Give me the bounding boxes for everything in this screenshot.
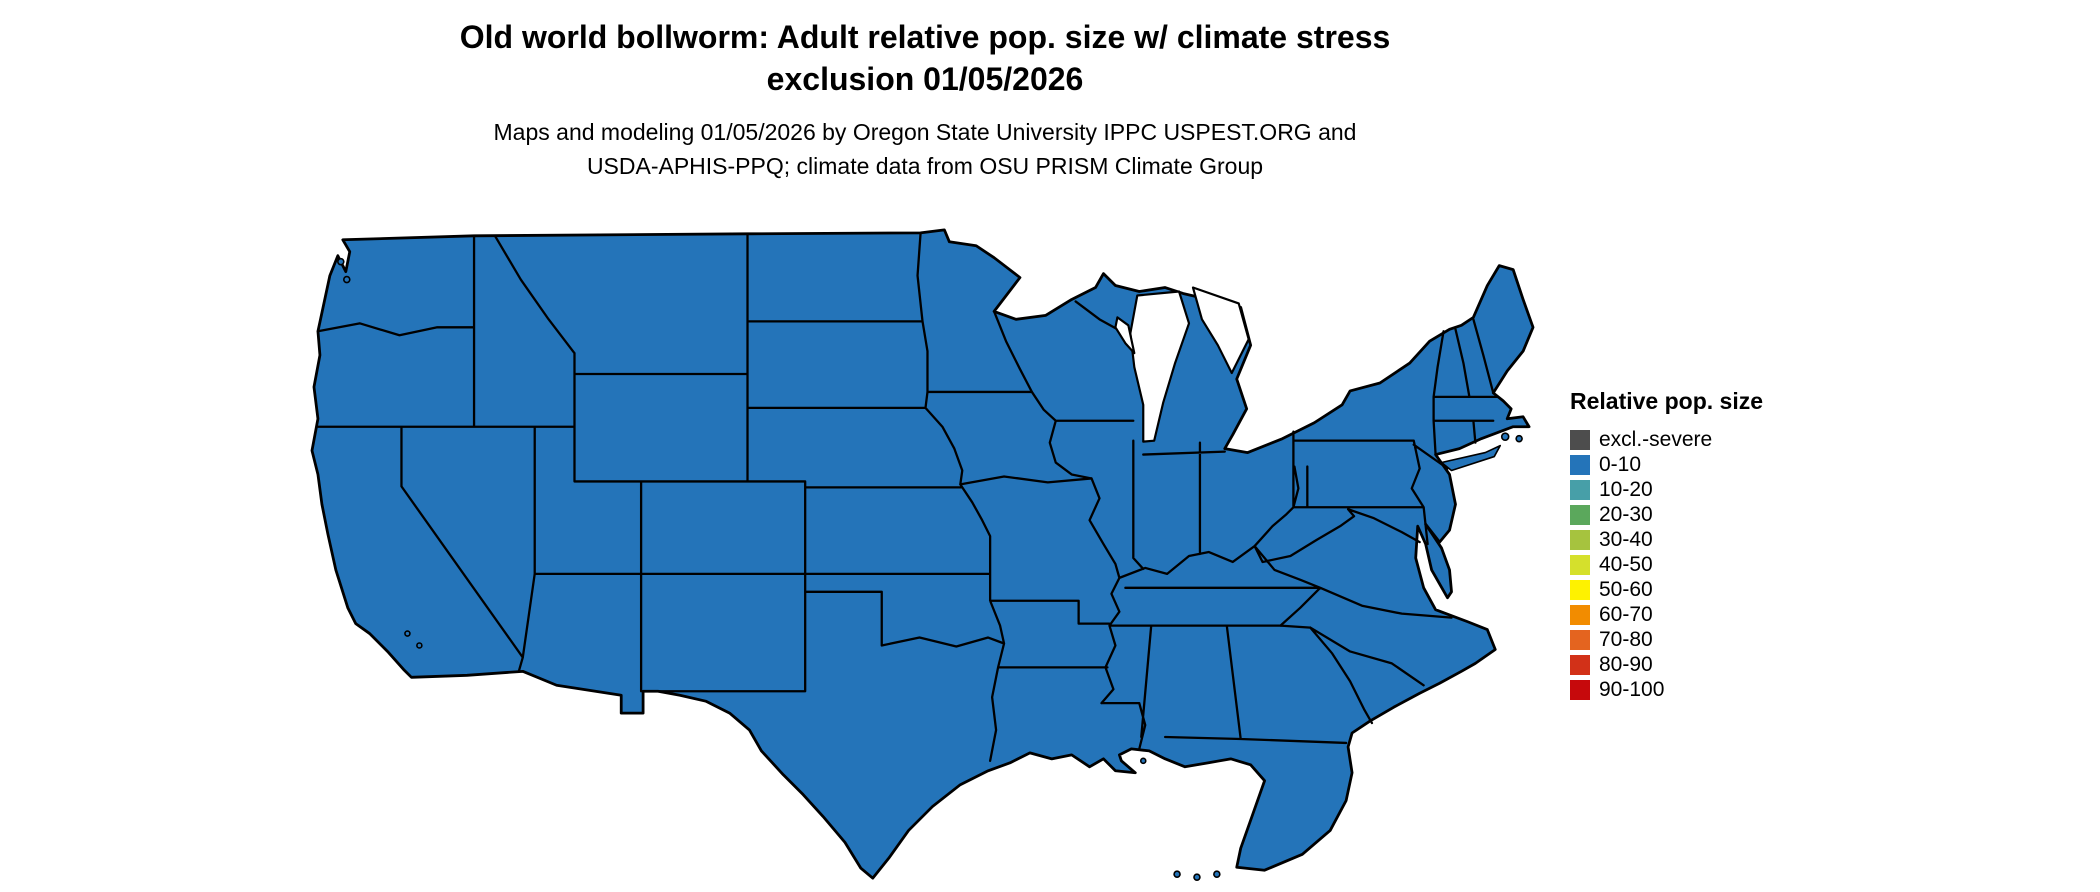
us-choropleth-map: [310, 228, 1535, 881]
us-states-silhouette: [310, 228, 1535, 880]
legend-swatch: [1570, 604, 1590, 625]
puget-island: [337, 257, 345, 266]
legend-item: 30-40: [1570, 527, 1763, 552]
legend-item: 10-20: [1570, 477, 1763, 502]
legend-item-label: 30-40: [1599, 527, 1653, 551]
legend-item: 90-100: [1570, 677, 1763, 702]
legend-item: 50-60: [1570, 577, 1763, 602]
legend-swatch: [1570, 479, 1590, 500]
legend-item-label: excl.-severe: [1599, 427, 1713, 451]
channel-island: [404, 630, 411, 637]
legend-swatch: [1570, 454, 1590, 475]
legend-item: 20-30: [1570, 502, 1763, 527]
legend-item-label: 40-50: [1599, 552, 1653, 576]
legend-item-label: 10-20: [1599, 477, 1653, 501]
legend-items: excl.-severe 0-10 10-20 20-30 30-40 40-50 50-6…: [1570, 427, 1763, 702]
legend-swatch: [1570, 429, 1590, 450]
figure-header: Old world bollworm: Adult relative pop. …: [0, 16, 1850, 183]
state-borders: [316, 232, 1499, 762]
legend-item: excl.-severe: [1570, 427, 1763, 452]
legend-item-label: 80-90: [1599, 652, 1653, 676]
map-subtitle-line1: Maps and modeling 01/05/2026 by Oregon S…: [493, 119, 1357, 146]
channel-island: [416, 642, 423, 649]
legend-item: 0-10: [1570, 452, 1763, 477]
green-bay: [1114, 316, 1136, 355]
legend-item: 40-50: [1570, 552, 1763, 577]
legend-item-label: 70-80: [1599, 627, 1653, 651]
california-channel-islands: [404, 630, 423, 649]
legend-item: 60-70: [1570, 602, 1763, 627]
legend-swatch: [1570, 629, 1590, 650]
louisiana-barrier-island: [1139, 757, 1147, 765]
legend-title: Relative pop. size: [1570, 388, 1764, 414]
legend-swatch: [1570, 679, 1590, 700]
map-subtitle: Maps and modeling 01/05/2026 by Oregon S…: [0, 116, 1850, 183]
florida-key-island: [1193, 873, 1201, 881]
legend-swatch: [1570, 554, 1590, 575]
florida-keys: [1173, 870, 1221, 881]
puget-island: [343, 275, 351, 284]
legend-item-label: 60-70: [1599, 602, 1653, 626]
legend-item-label: 0-10: [1599, 452, 1642, 476]
massachusetts-island: [1515, 434, 1523, 443]
legend-item-label: 90-100: [1599, 677, 1665, 701]
lake-huron: [1191, 286, 1250, 375]
legend-item: 80-90: [1570, 652, 1763, 677]
massachusetts-islands: [1500, 432, 1523, 443]
florida-key-island: [1173, 870, 1181, 878]
map-title-line2: exclusion 01/05/2026: [766, 61, 1084, 98]
legend: Relative pop. size excl.-severe 0-10 10-20…: [1570, 388, 1763, 702]
puget-sound-islands: [337, 257, 351, 284]
legend-item: 70-80: [1570, 627, 1763, 652]
lake-michigan: [1129, 290, 1191, 443]
massachusetts-island: [1500, 432, 1510, 441]
legend-swatch: [1570, 504, 1590, 525]
legend-item-label: 50-60: [1599, 577, 1653, 601]
legend-swatch: [1570, 579, 1590, 600]
long-island: [1440, 444, 1502, 472]
legend-item-label: 20-30: [1599, 502, 1653, 526]
map-subtitle-line2: USDA-APHIS-PPQ; climate data from OSU PR…: [586, 152, 1264, 179]
florida-key-island: [1213, 870, 1221, 878]
map-title-line1: Old world bollworm: Adult relative pop. …: [459, 19, 1391, 55]
legend-swatch: [1570, 654, 1590, 675]
legend-swatch: [1570, 529, 1590, 550]
